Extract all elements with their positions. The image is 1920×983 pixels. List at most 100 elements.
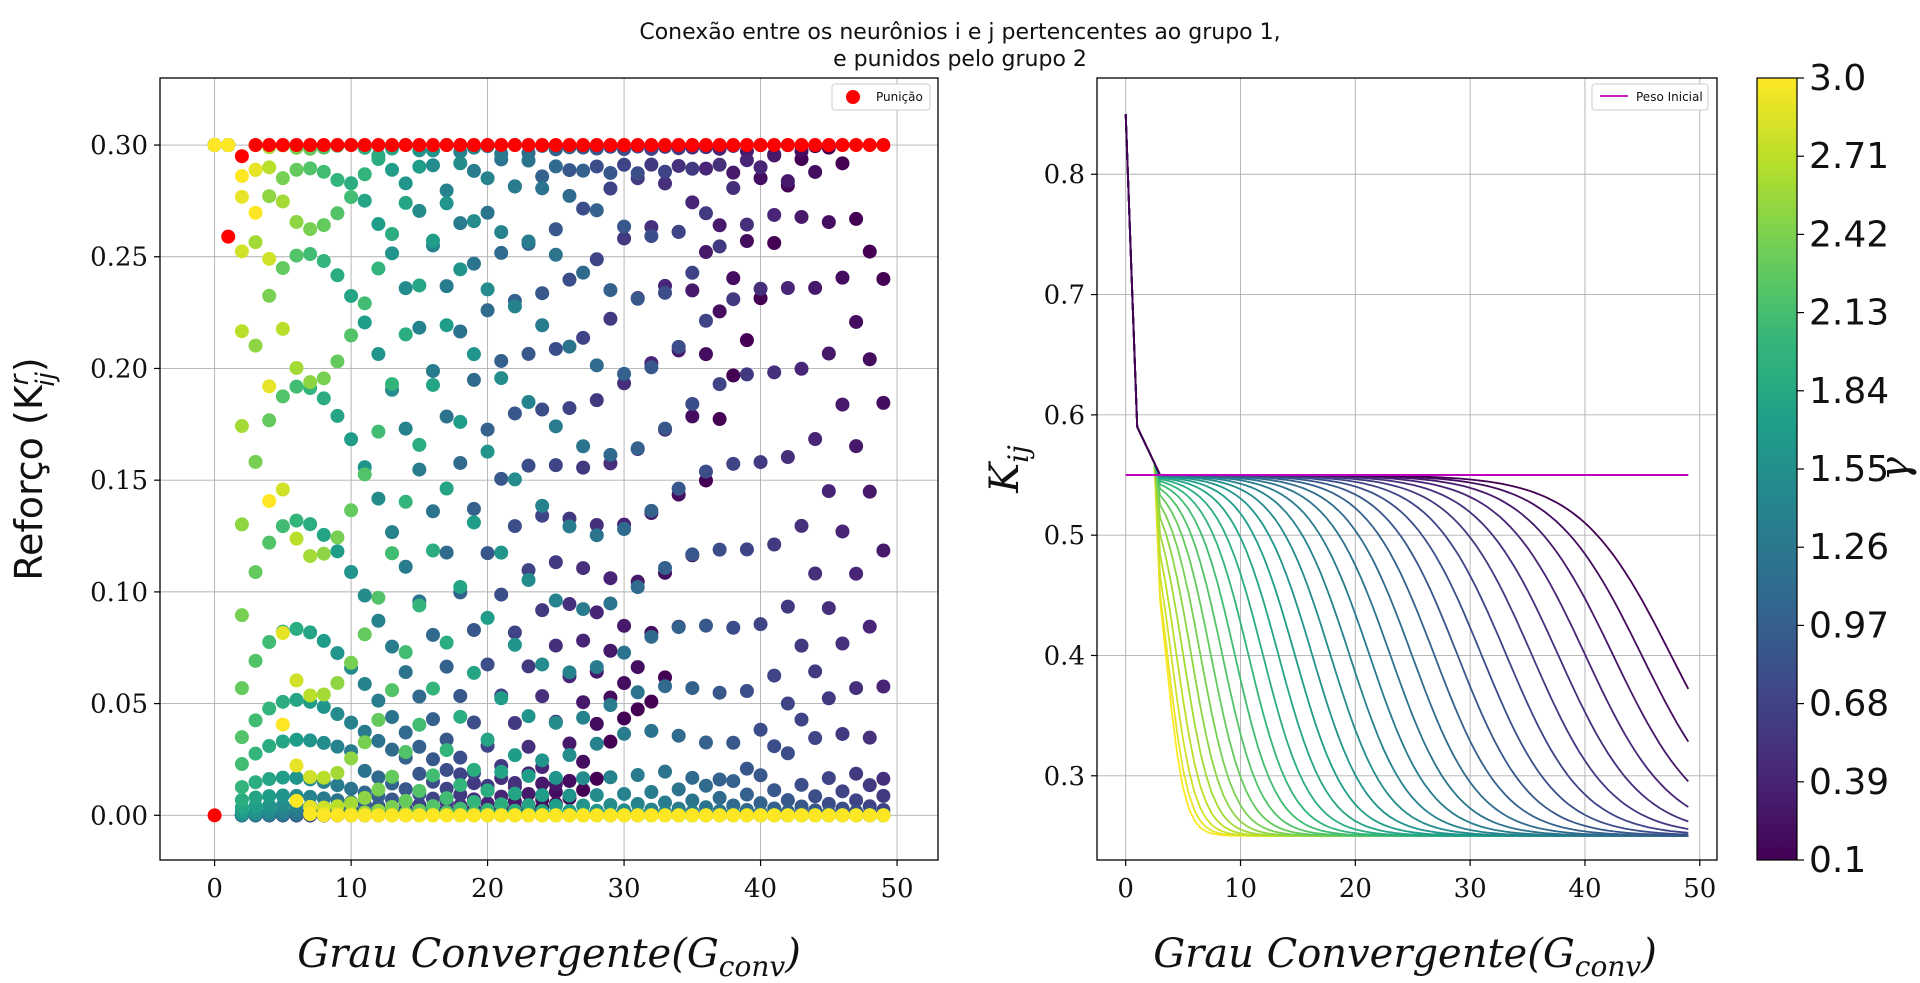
scatter-point [344,715,359,730]
scatter-point [398,793,413,808]
right-y-label-main: K [982,461,1028,494]
scatter-point [685,265,700,280]
scatter-point [535,181,550,196]
scatter-point [466,163,481,178]
scatter-point [330,354,345,369]
scatter-point [398,808,413,823]
scatter-point [466,622,481,637]
right-ytick-label-1: 0.4 [1044,641,1085,671]
scatter-point [466,372,481,387]
scatter-point [521,709,536,724]
left-ytick-label-5: 0.25 [90,243,148,273]
colorbar-tick-label-3: 0.97 [1809,605,1889,646]
scatter-point [262,535,277,550]
scatter-point [425,808,440,823]
scatter-point [835,397,850,412]
scatter-point [303,161,318,176]
scatter-point [780,174,795,189]
scatter-point [371,424,386,439]
scatter-point [398,421,413,436]
scatter-point [603,734,618,749]
scatter-point [507,786,522,801]
scatter-point [739,808,754,823]
scatter-point [262,739,277,754]
scatter-point [876,543,891,558]
scatter-point [808,164,823,179]
scatter-point [453,324,468,339]
scatter-point [275,694,290,709]
scatter-point [275,482,290,497]
scatter-point [385,377,400,392]
punish-point [712,138,727,153]
scatter-point [671,481,686,496]
punish-point [221,229,236,244]
scatter-point [316,546,331,561]
scatter-point [494,808,509,823]
scatter-point [835,784,850,799]
punish-point [344,138,359,153]
scatter-point [344,564,359,579]
scatter-point [698,206,713,221]
punish-point [507,138,522,153]
scatter-point [589,716,604,731]
scatter-point [671,728,686,743]
series-line [1124,114,1689,823]
scatter-point [248,790,263,805]
scatter-point [712,304,727,319]
scatter-point [398,725,413,740]
scatter-point [234,730,249,745]
scatter-point [316,808,331,823]
scatter-point [644,694,659,709]
scatter-point [248,162,263,177]
scatter-point [808,566,823,581]
right-xtick-label-3: 30 [1454,874,1487,904]
scatter-point [562,272,577,287]
scatter-point [439,791,454,806]
left-ytick-label-1: 0.05 [90,690,148,720]
scatter-point [576,201,591,216]
scatter-point [480,657,495,672]
scatter-point [330,739,345,754]
scatter-point [344,655,359,670]
left-xtick-label-3: 30 [608,874,641,904]
scatter-point [316,770,331,785]
scatter-point [753,160,768,175]
scatter-point [425,543,440,558]
scatter-point [576,808,591,823]
punish-point [521,138,536,153]
scatter-point [371,347,386,362]
scatter-point [289,360,304,375]
scatter-point [330,268,345,283]
scatter-point [316,687,331,702]
scatter-point [275,770,290,785]
scatter-point [357,588,372,603]
scatter-point [876,679,891,694]
scatter-point [439,743,454,758]
scatter-point [617,366,632,381]
scatter-point [303,807,318,822]
scatter-point [303,789,318,804]
punish-point [275,138,290,153]
scatter-point [712,790,727,805]
scatter-point [371,733,386,748]
left-legend-marker [846,90,860,104]
right-ytick-label-4: 0.7 [1044,281,1085,311]
punish-point [685,138,700,153]
punish-point [535,138,550,153]
scatter-point [576,695,591,710]
scatter-point [808,731,823,746]
scatter-point [412,203,427,218]
scatter-point [535,169,550,184]
scatter-point [808,664,823,679]
scatter-point [589,393,604,408]
scatter-point [876,808,891,823]
scatter-point [248,713,263,728]
scatter-point [303,517,318,532]
scatter-point [357,735,372,750]
punish-point [739,138,754,153]
scatter-point [316,699,331,714]
right-xtick-label-5: 50 [1683,874,1716,904]
scatter-point [535,286,550,301]
scatter-point [726,181,741,196]
scatter-point [330,676,345,691]
